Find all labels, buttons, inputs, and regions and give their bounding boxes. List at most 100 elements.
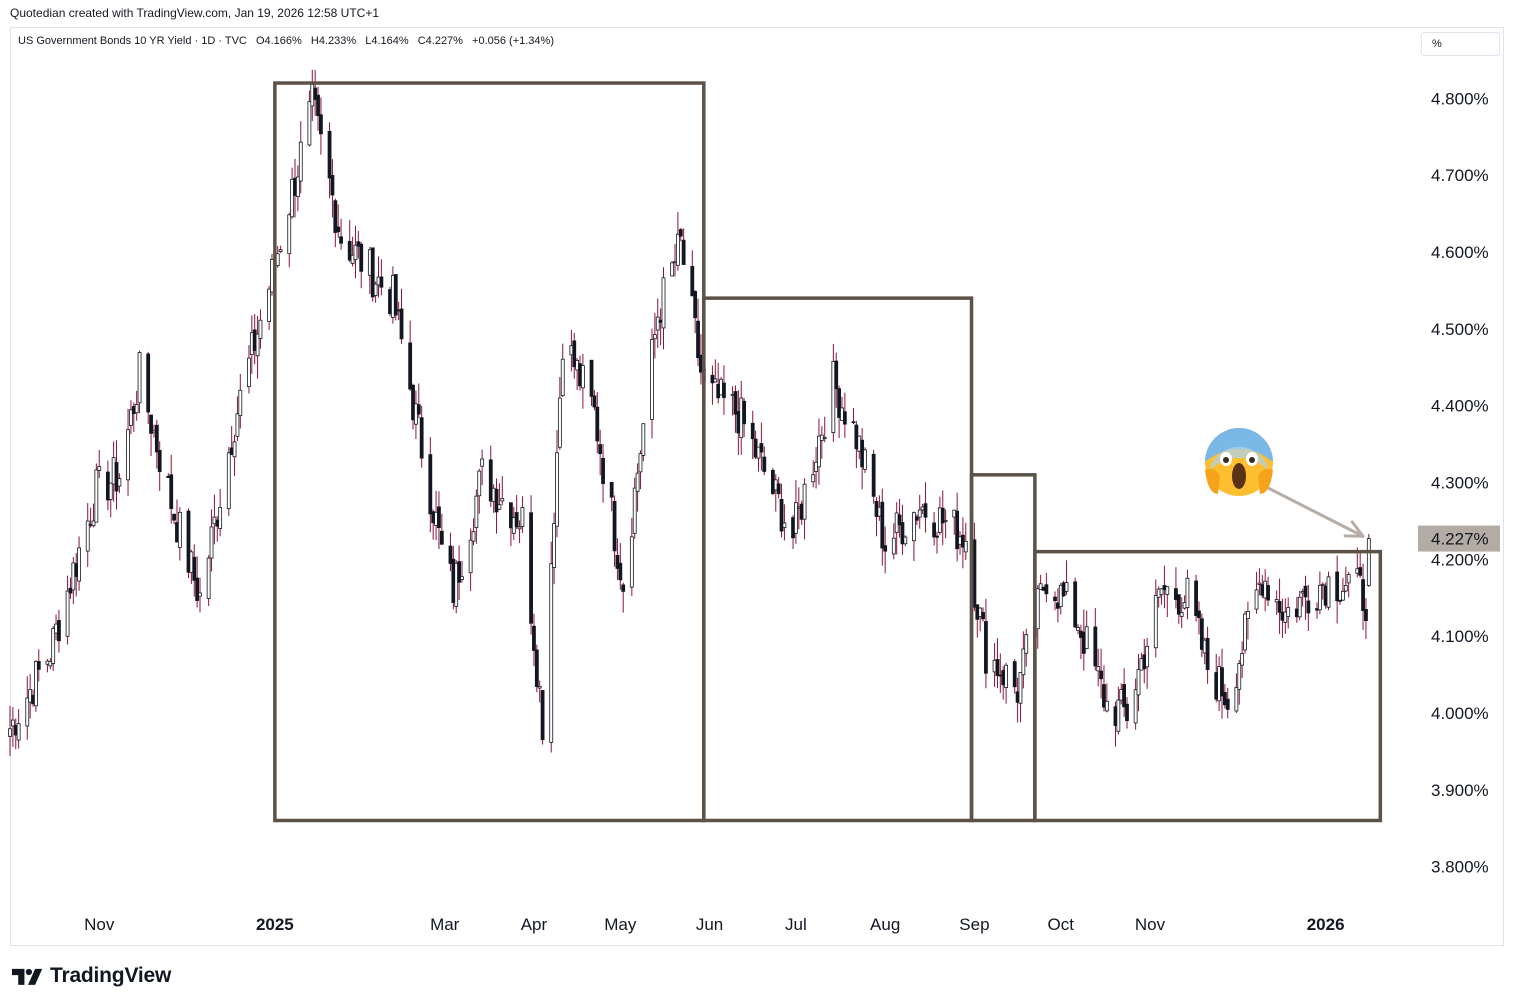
candle-body [572,340,577,368]
candle-body [552,523,557,568]
unit-toggle-button[interactable]: % [1421,32,1500,56]
candle-body [1176,594,1181,615]
candle-body [336,226,341,233]
candle-body [126,429,130,481]
candle-body [1317,584,1322,611]
candle-body [713,378,718,383]
candle-body [157,449,162,472]
candle-body [1335,571,1340,602]
candle-body [1185,577,1190,608]
candle-body [900,522,905,545]
candle-body [981,612,985,620]
candle-body [1266,585,1270,601]
candle-body [1222,692,1227,706]
candle-body [995,659,1000,677]
y-tick-label: 4.600% [1431,243,1489,262]
candle-body [742,400,747,425]
candle-body [379,276,384,288]
candle-body [1012,661,1017,688]
y-tick-label: 4.300% [1431,474,1489,493]
candle-body [690,265,695,297]
candle-body [532,625,536,651]
candle-body [661,277,666,329]
candle-body [1205,637,1210,670]
candle-body [1297,596,1302,618]
candle-body [1038,583,1043,590]
candle-body [794,502,798,534]
candle-body [1343,585,1348,592]
candle-body [609,481,614,498]
candle-body [632,487,637,534]
time-axis[interactable]: Nov 2025 Mar Apr May Jun Jul Aug Sep Oct Nov 2026 [84,915,1344,934]
candle-body [77,547,81,582]
y-tick-label: 3.900% [1431,781,1489,800]
candle-body [85,520,90,552]
candle-body [1024,634,1029,654]
candle-body [1283,611,1288,623]
candle-body [235,413,240,437]
candle-body [57,620,61,642]
candle-body [370,247,375,298]
candle-body [1096,666,1101,672]
candle-body [984,621,988,674]
candle-body [914,516,919,521]
symbol-name[interactable]: US Government Bonds 10 YR Yield · 1D · T… [18,35,247,47]
candle-body [1306,600,1311,614]
candle-body [549,563,554,743]
change-value: +0.056 (+1.34%) [472,35,554,47]
candle-body [129,409,133,426]
candle-body [471,531,476,542]
candle-body [509,502,513,529]
candle-body [759,443,764,453]
candle-body [1153,595,1158,649]
candle-body [1102,684,1106,708]
candle-body [1125,703,1129,722]
candle-body [255,333,260,357]
candle-body [598,444,603,455]
candle-body [529,512,533,624]
candle-body [307,101,312,146]
y-tick-label: 4.200% [1431,550,1489,569]
candle-body [1237,663,1242,690]
candle-body [474,495,479,528]
candle-body [655,316,660,331]
candle-body [1159,588,1164,596]
candle-body [1122,684,1127,708]
candle-body [419,417,424,459]
candle-body [880,501,885,549]
candle-body [339,236,343,244]
candle-body [1320,583,1325,586]
candle-body [560,358,565,397]
candle-body [595,406,600,442]
candle-body [891,537,896,555]
candle-body [1174,588,1178,601]
candle-body [198,592,202,597]
candle-body [25,697,30,727]
candle-body [592,395,597,408]
candle-body [618,562,623,581]
price-axis[interactable]: 4.800% 4.700% 4.600% 4.500% 4.400% 4.300% 4.20… [1431,89,1489,876]
candle-body [629,536,634,588]
face-screaming-in-fear-icon [1205,428,1273,496]
candle-body [287,214,292,255]
candle-body [1018,672,1023,704]
candle-body [871,453,876,497]
candle-body [1073,581,1078,628]
candle-body [1145,645,1150,668]
x-tick-label: Oct [1048,915,1075,934]
tradingview-brand[interactable]: TradingView [12,964,171,988]
candle-body [51,628,56,664]
candle-body [117,478,122,487]
candle-body [192,556,197,581]
candle-body [1303,585,1308,598]
candle-body [943,519,948,522]
candle-body [313,87,318,100]
range-box[interactable] [1033,549,1383,823]
candle-body [134,404,139,414]
candle-body [580,365,585,389]
range-box[interactable] [273,81,706,823]
candle-body [97,466,102,471]
candle-body [779,498,784,532]
candle-body [488,459,493,502]
